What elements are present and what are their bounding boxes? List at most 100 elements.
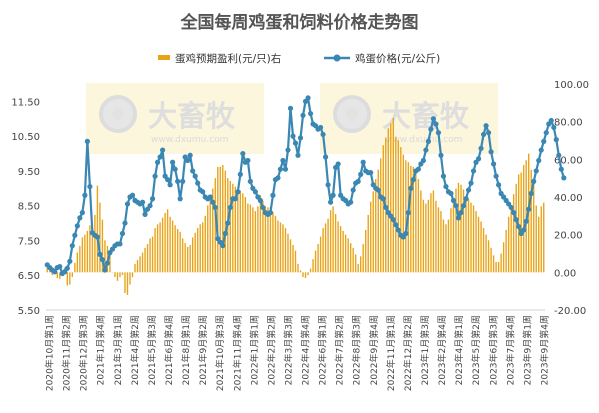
profit-bar (139, 256, 141, 273)
profit-bar (360, 256, 362, 273)
x-tick-label: 2023年9月第1周 (521, 315, 533, 385)
price-point (67, 258, 73, 264)
price-point (282, 166, 289, 172)
profit-bar (425, 203, 427, 273)
profit-bar (79, 245, 81, 273)
x-tick-label: 2021年6月第4周 (163, 315, 175, 385)
price-point (538, 147, 544, 153)
price-point (187, 152, 193, 158)
price-point (307, 110, 314, 117)
profit-bar (84, 234, 86, 273)
right-axis: -20.00 0.00 20.00 40.00 60.00 80.00 100.00 (554, 80, 589, 317)
price-point (300, 112, 306, 118)
price-point (408, 185, 414, 191)
price-point (513, 217, 519, 223)
profit-bar (207, 205, 209, 273)
profit-bar (91, 229, 94, 273)
left-axis-tick-1: 6.50 (18, 271, 40, 282)
left-axis-tick-5: 10.50 (11, 132, 40, 143)
profit-bar (487, 240, 490, 273)
profit-bar (450, 208, 452, 273)
profit-bar (94, 214, 96, 273)
price-point (435, 130, 442, 136)
price-point (556, 152, 562, 158)
x-tick-label: 2020年11月第2周 (61, 315, 73, 391)
profit-bar (186, 246, 189, 273)
profit-bar (447, 219, 450, 273)
profit-bar (287, 233, 289, 273)
x-tick-label: 2023年2月第4周 (436, 315, 448, 385)
profit-bar (354, 254, 357, 273)
profit-bar (149, 238, 151, 273)
profit-bar (242, 193, 244, 273)
price-point (210, 199, 216, 205)
price-point (175, 178, 181, 184)
profit-bar (234, 186, 237, 273)
profit-bar (412, 166, 415, 273)
profit-bar (367, 214, 369, 273)
profit-bar (465, 196, 467, 273)
price-point (521, 227, 527, 233)
price-point (305, 95, 311, 101)
price-point (496, 182, 502, 188)
profit-bar (247, 203, 249, 273)
profit-bar (445, 224, 447, 273)
price-point (543, 130, 549, 136)
profit-bar (124, 272, 126, 294)
profit-bar (495, 261, 497, 273)
price-point (470, 168, 477, 174)
profit-bar (229, 180, 231, 273)
price-point (270, 192, 276, 198)
profit-bar (507, 216, 510, 273)
profit-bar (324, 223, 327, 273)
profit-bar (204, 215, 206, 273)
price-point (405, 210, 411, 216)
profit-bar (530, 169, 532, 273)
price-point (280, 157, 286, 164)
profit-bar (239, 190, 242, 273)
price-point (267, 210, 274, 216)
price-point (438, 152, 444, 158)
left-axis-tick-4: 9.50 (18, 167, 40, 178)
right-axis-tick-3: 40.00 (554, 193, 583, 204)
profit-bar (141, 252, 144, 273)
profit-bar (312, 259, 314, 273)
price-point (440, 173, 447, 179)
profit-bar (184, 243, 186, 273)
price-point (64, 265, 70, 271)
price-point (531, 178, 537, 184)
profit-bar (46, 267, 48, 273)
profit-bar (317, 244, 319, 273)
price-point (485, 130, 492, 136)
price-point (207, 194, 213, 200)
profit-bar (101, 219, 104, 273)
price-point (52, 269, 58, 275)
price-point (69, 243, 75, 249)
price-point (222, 230, 228, 237)
profit-bar (164, 213, 166, 273)
price-point (237, 171, 243, 177)
price-point (295, 152, 301, 158)
profit-bar (104, 240, 106, 273)
x-tick-label: 2022年11月第1周 (385, 315, 397, 391)
profit-bar (432, 190, 435, 273)
price-point (57, 263, 63, 270)
price-point (430, 116, 437, 122)
profit-bar (269, 206, 272, 273)
profit-bar (357, 263, 359, 273)
price-point (74, 223, 80, 229)
profit-bar (71, 272, 74, 278)
profit-bar (362, 244, 364, 273)
profit-bar (209, 196, 211, 273)
profit-bar (462, 189, 465, 273)
price-point (170, 159, 176, 165)
price-point (277, 166, 284, 172)
profit-bar (154, 228, 156, 273)
profit-bar (352, 247, 354, 273)
x-tick-label: 2021年10月第3周 (214, 315, 226, 391)
watermark-brand-2: 大畜牧 (382, 99, 470, 133)
profit-bar (387, 128, 389, 273)
price-point (455, 215, 462, 221)
price-point (433, 121, 439, 127)
profit-bar (512, 194, 515, 273)
